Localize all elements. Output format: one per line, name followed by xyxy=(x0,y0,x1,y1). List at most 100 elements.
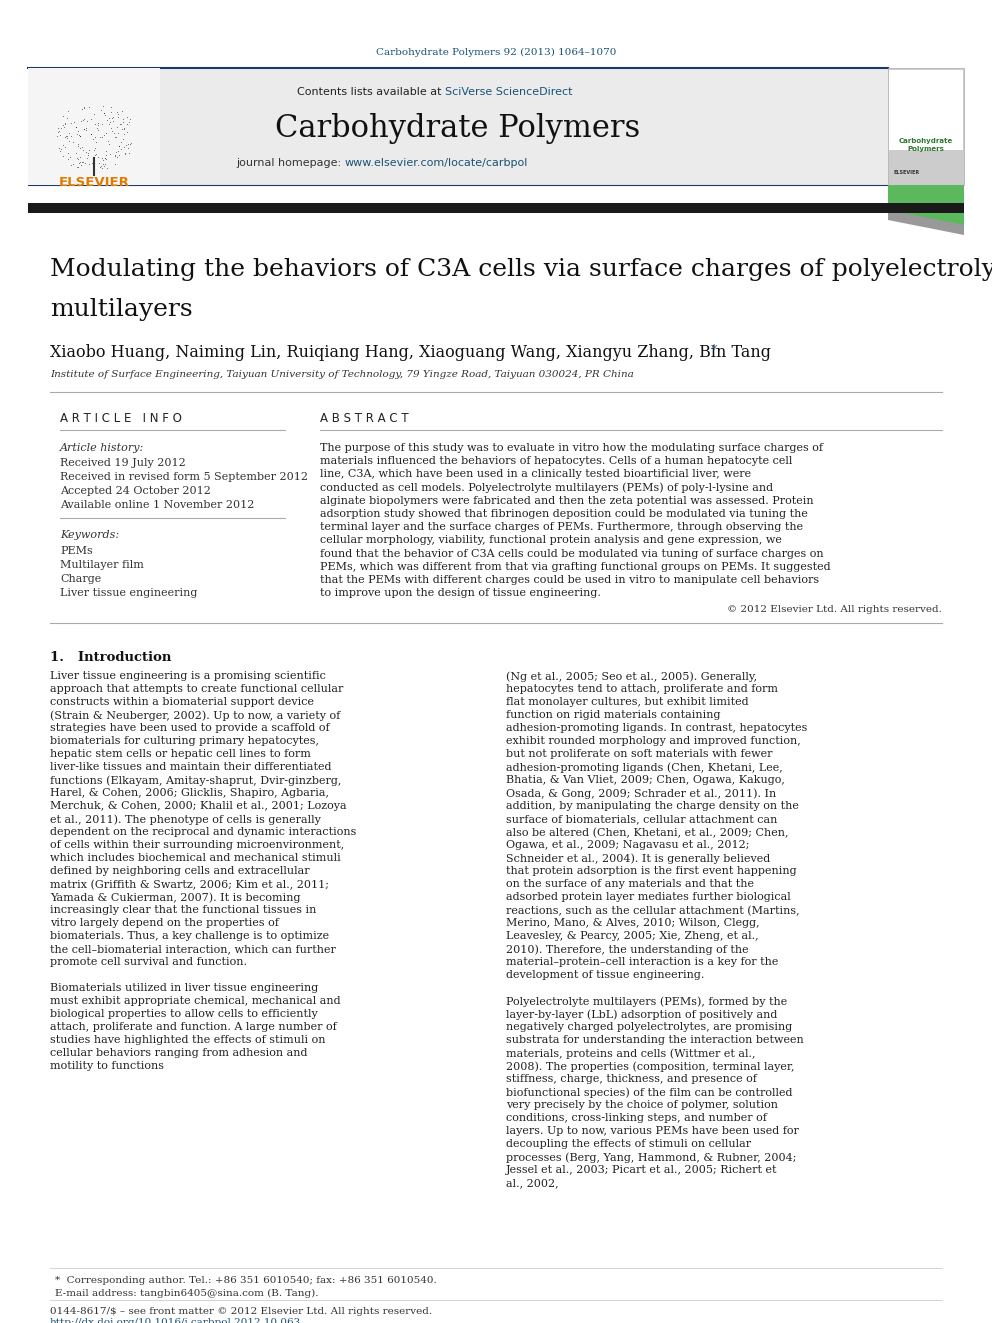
Text: hepatocytes tend to attach, proliferate and form: hepatocytes tend to attach, proliferate … xyxy=(506,684,778,695)
Text: terminal layer and the surface charges of PEMs. Furthermore, through observing t: terminal layer and the surface charges o… xyxy=(320,523,804,532)
Text: on the surface of any materials and that the: on the surface of any materials and that… xyxy=(506,880,754,889)
Text: adsorption study showed that fibrinogen deposition could be modulated via tuning: adsorption study showed that fibrinogen … xyxy=(320,509,807,519)
Text: Institute of Surface Engineering, Taiyuan University of Technology, 79 Yingze Ro: Institute of Surface Engineering, Taiyua… xyxy=(50,370,634,378)
Text: to improve upon the design of tissue engineering.: to improve upon the design of tissue eng… xyxy=(320,589,601,598)
Text: promote cell survival and function.: promote cell survival and function. xyxy=(50,958,247,967)
Text: stiffness, charge, thickness, and presence of: stiffness, charge, thickness, and presen… xyxy=(506,1074,757,1085)
Text: substrata for understanding the interaction between: substrata for understanding the interact… xyxy=(506,1036,804,1045)
Bar xyxy=(889,70,963,149)
Text: ELSEVIER: ELSEVIER xyxy=(59,176,129,188)
Text: Ogawa, et al., 2009; Nagavasu et al., 2012;: Ogawa, et al., 2009; Nagavasu et al., 20… xyxy=(506,840,750,851)
Text: Osada, & Gong, 2009; Schrader et al., 2011). In: Osada, & Gong, 2009; Schrader et al., 20… xyxy=(506,789,777,799)
Text: Leavesley, & Pearcy, 2005; Xie, Zheng, et al.,: Leavesley, & Pearcy, 2005; Xie, Zheng, e… xyxy=(506,931,759,942)
Text: layer-by-layer (LbL) adsorption of positively and: layer-by-layer (LbL) adsorption of posit… xyxy=(506,1009,778,1020)
Bar xyxy=(888,67,964,185)
Text: Polyelectrolyte multilayers (PEMs), formed by the: Polyelectrolyte multilayers (PEMs), form… xyxy=(506,996,788,1007)
Text: negatively charged polyelectrolytes, are promising: negatively charged polyelectrolytes, are… xyxy=(506,1023,793,1032)
Text: (Ng et al., 2005; Seo et al., 2005). Generally,: (Ng et al., 2005; Seo et al., 2005). Gen… xyxy=(506,671,757,681)
Text: dependent on the reciprocal and dynamic interactions: dependent on the reciprocal and dynamic … xyxy=(50,827,356,837)
Text: ELSEVIER: ELSEVIER xyxy=(893,171,920,176)
Polygon shape xyxy=(888,185,964,230)
Text: (Strain & Neuberger, 2002). Up to now, a variety of: (Strain & Neuberger, 2002). Up to now, a… xyxy=(50,710,340,721)
Text: Bhatia, & Van Vliet, 2009; Chen, Ogawa, Kakugo,: Bhatia, & Van Vliet, 2009; Chen, Ogawa, … xyxy=(506,775,785,786)
Text: Article history:: Article history: xyxy=(60,443,144,452)
Text: biofunctional species) of the film can be controlled: biofunctional species) of the film can b… xyxy=(506,1088,793,1098)
Text: PEMs: PEMs xyxy=(60,546,92,556)
Text: Carbohydrate
Polymers: Carbohydrate Polymers xyxy=(899,139,953,152)
Text: adhesion-promoting ligands (Chen, Khetani, Lee,: adhesion-promoting ligands (Chen, Khetan… xyxy=(506,762,783,773)
Text: that protein adsorption is the first event happening: that protein adsorption is the first eve… xyxy=(506,867,797,876)
Text: matrix (Griffith & Swartz, 2006; Kim et al., 2011;: matrix (Griffith & Swartz, 2006; Kim et … xyxy=(50,880,329,890)
Text: adsorbed protein layer mediates further biological: adsorbed protein layer mediates further … xyxy=(506,893,791,902)
Text: but not proliferate on soft materials with fewer: but not proliferate on soft materials wi… xyxy=(506,749,773,759)
Text: multilayers: multilayers xyxy=(50,298,192,321)
Text: Contents lists available at: Contents lists available at xyxy=(297,87,445,97)
Text: Merino, Mano, & Alves, 2010; Wilson, Clegg,: Merino, Mano, & Alves, 2010; Wilson, Cle… xyxy=(506,918,760,929)
Text: © 2012 Elsevier Ltd. All rights reserved.: © 2012 Elsevier Ltd. All rights reserved… xyxy=(727,606,942,614)
Text: motility to functions: motility to functions xyxy=(50,1061,164,1072)
Text: et al., 2011). The phenotype of cells is generally: et al., 2011). The phenotype of cells is… xyxy=(50,815,320,826)
Text: Received in revised form 5 September 2012: Received in revised form 5 September 201… xyxy=(60,472,308,482)
Text: 0144-8617/$ – see front matter © 2012 Elsevier Ltd. All rights reserved.: 0144-8617/$ – see front matter © 2012 El… xyxy=(50,1307,433,1316)
Text: Available online 1 November 2012: Available online 1 November 2012 xyxy=(60,500,254,509)
Text: very precisely by the choice of polymer, solution: very precisely by the choice of polymer,… xyxy=(506,1101,778,1110)
Text: Multilayer film: Multilayer film xyxy=(60,560,144,570)
Text: 2010). Therefore, the understanding of the: 2010). Therefore, the understanding of t… xyxy=(506,945,749,955)
Text: A R T I C L E   I N F O: A R T I C L E I N F O xyxy=(60,411,182,425)
Text: materials influenced the behaviors of hepatocytes. Cells of a human hepatocyte c: materials influenced the behaviors of he… xyxy=(320,456,793,466)
Text: conducted as cell models. Polyelectrolyte multilayers (PEMs) of poly-l-lysine an: conducted as cell models. Polyelectrolyt… xyxy=(320,483,773,493)
Text: attach, proliferate and function. A large number of: attach, proliferate and function. A larg… xyxy=(50,1023,336,1032)
Text: alginate biopolymers were fabricated and then the zeta potential was assessed. P: alginate biopolymers were fabricated and… xyxy=(320,496,813,505)
Text: flat monolayer cultures, but exhibit limited: flat monolayer cultures, but exhibit lim… xyxy=(506,697,749,708)
Text: Carbohydrate Polymers 92 (2013) 1064–1070: Carbohydrate Polymers 92 (2013) 1064–107… xyxy=(376,48,616,57)
Text: al., 2002,: al., 2002, xyxy=(506,1179,558,1188)
Text: of cells within their surrounding microenvironment,: of cells within their surrounding microe… xyxy=(50,840,344,851)
Bar xyxy=(28,67,888,185)
Text: Biomaterials utilized in liver tissue engineering: Biomaterials utilized in liver tissue en… xyxy=(50,983,318,994)
Text: strategies have been used to provide a scaffold of: strategies have been used to provide a s… xyxy=(50,724,329,733)
Text: Jessel et al., 2003; Picart et al., 2005; Richert et: Jessel et al., 2003; Picart et al., 2005… xyxy=(506,1166,778,1175)
Text: also be altered (Chen, Khetani, et al., 2009; Chen,: also be altered (Chen, Khetani, et al., … xyxy=(506,827,789,837)
Text: Liver tissue engineering is a promising scientific: Liver tissue engineering is a promising … xyxy=(50,671,326,681)
Text: surface of biomaterials, cellular attachment can: surface of biomaterials, cellular attach… xyxy=(506,815,778,824)
Text: Xiaobo Huang, Naiming Lin, Ruiqiang Hang, Xiaoguang Wang, Xiangyu Zhang, Bin Tan: Xiaobo Huang, Naiming Lin, Ruiqiang Hang… xyxy=(50,344,771,361)
Text: SciVerse ScienceDirect: SciVerse ScienceDirect xyxy=(445,87,572,97)
Text: material–protein–cell interaction is a key for the: material–protein–cell interaction is a k… xyxy=(506,958,779,967)
Text: materials, proteins and cells (Wittmer et al.,: materials, proteins and cells (Wittmer e… xyxy=(506,1048,756,1058)
Bar xyxy=(28,67,160,185)
Text: must exhibit appropriate chemical, mechanical and: must exhibit appropriate chemical, mecha… xyxy=(50,996,340,1007)
Text: functions (Elkayam, Amitay-shaprut, Dvir-ginzberg,: functions (Elkayam, Amitay-shaprut, Dvir… xyxy=(50,775,341,786)
Text: processes (Berg, Yang, Hammond, & Rubner, 2004;: processes (Berg, Yang, Hammond, & Rubner… xyxy=(506,1152,797,1163)
Text: Harel, & Cohen, 2006; Glicklis, Shapiro, Agbaria,: Harel, & Cohen, 2006; Glicklis, Shapiro,… xyxy=(50,789,329,798)
Text: exhibit rounded morphology and improved function,: exhibit rounded morphology and improved … xyxy=(506,737,801,746)
Text: PEMs, which was different from that via grafting functional groups on PEMs. It s: PEMs, which was different from that via … xyxy=(320,562,830,572)
Text: that the PEMs with different charges could be used in vitro to manipulate cell b: that the PEMs with different charges cou… xyxy=(320,576,819,585)
Text: studies have highlighted the effects of stimuli on: studies have highlighted the effects of … xyxy=(50,1036,325,1045)
Text: development of tissue engineering.: development of tissue engineering. xyxy=(506,970,704,980)
Text: Schneider et al., 2004). It is generally believed: Schneider et al., 2004). It is generally… xyxy=(506,853,770,864)
Text: adhesion-promoting ligands. In contrast, hepatocytes: adhesion-promoting ligands. In contrast,… xyxy=(506,724,807,733)
Text: addition, by manipulating the charge density on the: addition, by manipulating the charge den… xyxy=(506,802,799,811)
Text: the cell–biomaterial interaction, which can further: the cell–biomaterial interaction, which … xyxy=(50,945,336,954)
Text: line, C3A, which have been used in a clinically tested bioartificial liver, were: line, C3A, which have been used in a cli… xyxy=(320,470,751,479)
Text: http://dx.doi.org/10.1016/j.carbpol.2012.10.063: http://dx.doi.org/10.1016/j.carbpol.2012… xyxy=(50,1318,302,1323)
Text: Modulating the behaviors of C3A cells via surface charges of polyelectrolyte: Modulating the behaviors of C3A cells vi… xyxy=(50,258,992,280)
Text: liver-like tissues and maintain their differentiated: liver-like tissues and maintain their di… xyxy=(50,762,331,773)
Text: approach that attempts to create functional cellular: approach that attempts to create functio… xyxy=(50,684,343,695)
Text: defined by neighboring cells and extracellular: defined by neighboring cells and extrace… xyxy=(50,867,310,876)
Polygon shape xyxy=(888,210,964,235)
Text: decoupling the effects of stimuli on cellular: decoupling the effects of stimuli on cel… xyxy=(506,1139,751,1150)
Text: *: * xyxy=(711,344,717,357)
Text: layers. Up to now, various PEMs have been used for: layers. Up to now, various PEMs have bee… xyxy=(506,1126,799,1136)
Text: E-mail address: tangbin6405@sina.com (B. Tang).: E-mail address: tangbin6405@sina.com (B.… xyxy=(55,1289,318,1298)
Text: Keywords:: Keywords: xyxy=(60,531,119,540)
Text: increasingly clear that the functional tissues in: increasingly clear that the functional t… xyxy=(50,905,316,916)
Text: constructs within a biomaterial support device: constructs within a biomaterial support … xyxy=(50,697,314,708)
Bar xyxy=(28,202,964,213)
Text: cellular morphology, viability, functional protein analysis and gene expression,: cellular morphology, viability, function… xyxy=(320,536,782,545)
Text: Liver tissue engineering: Liver tissue engineering xyxy=(60,587,197,598)
Text: biomaterials. Thus, a key challenge is to optimize: biomaterials. Thus, a key challenge is t… xyxy=(50,931,329,942)
Text: hepatic stem cells or hepatic cell lines to form: hepatic stem cells or hepatic cell lines… xyxy=(50,749,310,759)
Text: which includes biochemical and mechanical stimuli: which includes biochemical and mechanica… xyxy=(50,853,340,864)
Text: vitro largely depend on the properties of: vitro largely depend on the properties o… xyxy=(50,918,279,929)
